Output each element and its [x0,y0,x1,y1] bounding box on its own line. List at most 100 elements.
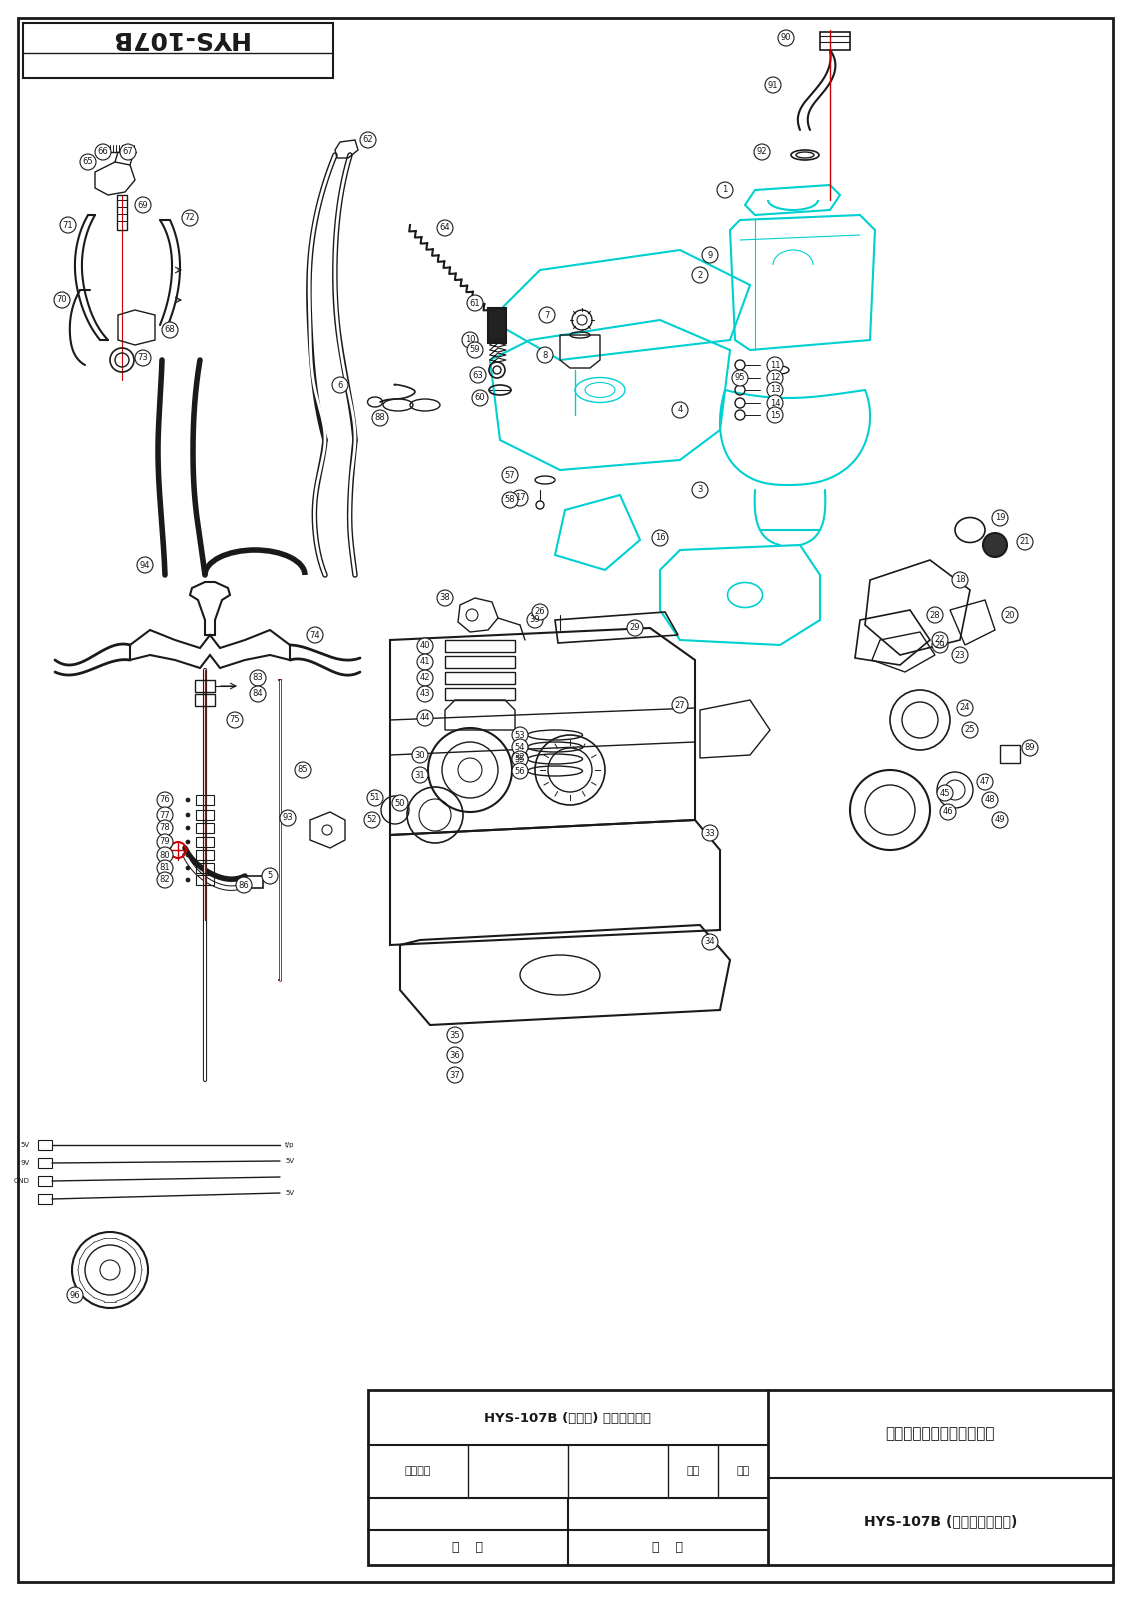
Text: 32: 32 [515,754,525,763]
Circle shape [940,803,956,819]
Bar [444,672,515,685]
Text: 24: 24 [960,704,970,712]
Circle shape [137,557,153,573]
Circle shape [767,370,783,386]
Circle shape [185,840,190,845]
Text: 52: 52 [366,816,378,824]
Text: HYS-107B (机械版) 挂烫机分解图: HYS-107B (机械版) 挂烫机分解图 [484,1411,651,1424]
Text: 8: 8 [542,350,547,360]
Text: 29: 29 [630,624,640,632]
Circle shape [417,686,433,702]
Bar [38,1158,52,1168]
Circle shape [417,638,433,654]
Circle shape [157,819,173,835]
Circle shape [1002,606,1018,622]
Text: HYS-107B: HYS-107B [109,26,248,50]
Circle shape [754,144,770,160]
Circle shape [364,813,380,829]
Text: 66: 66 [97,147,109,157]
Text: 10: 10 [465,336,475,344]
Circle shape [236,877,252,893]
Circle shape [417,670,433,686]
Text: 5: 5 [267,872,273,880]
Text: 20: 20 [1004,611,1016,619]
Text: 55: 55 [515,755,525,763]
Text: 31: 31 [415,771,425,779]
Text: t/p: t/p [285,1142,294,1149]
Text: 22: 22 [934,635,946,645]
Circle shape [502,493,518,509]
Circle shape [765,77,782,93]
Text: 26: 26 [535,608,545,616]
Bar [196,837,214,846]
Circle shape [372,410,388,426]
Text: 77: 77 [159,811,171,819]
Text: 16: 16 [655,533,665,542]
Text: 93: 93 [283,813,293,822]
Circle shape [512,726,528,742]
Text: HYS-107B (机械版带加湿器): HYS-107B (机械版带加湿器) [864,1515,1017,1528]
Text: 78: 78 [159,824,171,832]
Circle shape [80,154,96,170]
Bar [195,694,215,706]
Text: 25: 25 [965,725,975,734]
Text: 58: 58 [504,496,516,504]
Text: 65: 65 [83,157,94,166]
Text: 86: 86 [239,880,249,890]
Text: 15: 15 [770,411,780,419]
Text: 90: 90 [780,34,792,43]
Circle shape [157,872,173,888]
Bar [820,32,851,50]
Text: 41: 41 [420,658,430,667]
Circle shape [702,826,718,842]
Text: 9V: 9V [20,1160,31,1166]
Circle shape [95,144,111,160]
Text: 中国华裕电器集团有限公司: 中国华裕电器集团有限公司 [886,1427,995,1442]
Bar [1000,746,1020,763]
Text: 72: 72 [184,213,196,222]
Text: 88: 88 [374,413,386,422]
Text: 18: 18 [955,576,966,584]
Text: 36: 36 [450,1051,460,1059]
Circle shape [182,210,198,226]
Circle shape [651,530,668,546]
Text: 70: 70 [57,296,68,304]
Circle shape [467,294,483,310]
Circle shape [992,813,1008,829]
Circle shape [672,698,688,714]
Circle shape [157,846,173,862]
Text: 45: 45 [940,789,950,797]
Circle shape [447,1027,463,1043]
Circle shape [227,712,243,728]
Circle shape [295,762,311,778]
Text: 63: 63 [473,371,483,379]
Text: 2: 2 [698,270,702,280]
Text: 75: 75 [230,715,240,725]
Text: 59: 59 [469,346,481,355]
Text: 7: 7 [544,310,550,320]
Text: 42: 42 [420,674,430,683]
Circle shape [185,866,190,870]
Circle shape [778,30,794,46]
Circle shape [412,747,428,763]
Text: 85: 85 [297,765,309,774]
Circle shape [392,795,408,811]
Text: 68: 68 [165,325,175,334]
Text: GND: GND [14,1178,31,1184]
Circle shape [185,826,190,830]
Bar [196,862,214,874]
Text: 62: 62 [363,136,373,144]
Circle shape [447,1067,463,1083]
Bar [444,640,515,653]
Circle shape [250,670,266,686]
Circle shape [957,701,973,717]
Circle shape [1022,739,1038,757]
Circle shape [472,390,487,406]
Circle shape [717,182,733,198]
Circle shape [532,603,549,619]
Circle shape [157,806,173,822]
Bar [196,875,214,885]
Text: 81: 81 [159,864,171,872]
Circle shape [512,750,528,766]
Bar [487,307,506,342]
